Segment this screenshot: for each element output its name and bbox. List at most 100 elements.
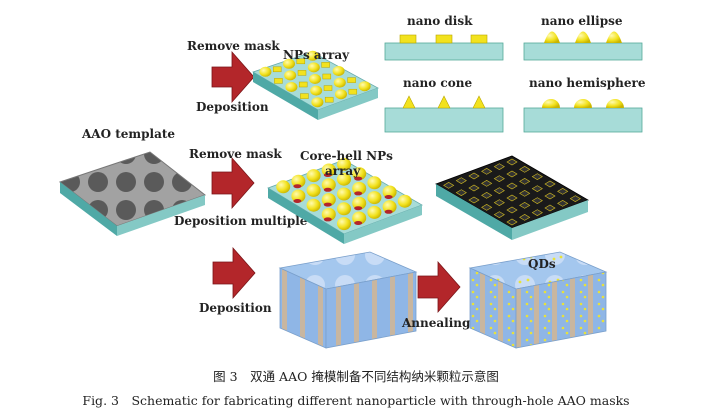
- mask-cell: [455, 189, 467, 197]
- mask-cell: [468, 196, 480, 204]
- core-shell-particle: [352, 181, 367, 195]
- mask-cell: [544, 180, 556, 188]
- gold-disk: [298, 81, 308, 88]
- core-shell-particle: [321, 193, 336, 207]
- arrow-remove-mask-middle: [211, 156, 255, 210]
- deposition-multiple-label: Deposition multiple: [174, 214, 308, 228]
- nano-disk-shape: [399, 34, 417, 44]
- gold-disk: [296, 58, 306, 65]
- remove-mask-label-middle: Remove mask: [189, 147, 282, 161]
- nano-cone-shape: [437, 95, 451, 109]
- nano-cone-shape: [472, 95, 486, 109]
- particle-core: [354, 176, 363, 181]
- deposition-label-top: Deposition: [196, 100, 269, 114]
- arrow-annealing: [417, 260, 461, 314]
- mask-cell: [557, 187, 569, 195]
- gold-nanoparticle: [284, 70, 297, 81]
- mask-cell: [506, 182, 518, 190]
- nano-ellipse-shape: [544, 31, 560, 43]
- mask-cell: [455, 177, 467, 185]
- mask-cell: [481, 191, 493, 199]
- aao-template-label: AAO template: [81, 127, 175, 141]
- core-shell-block: [267, 157, 423, 244]
- core-shell-particle: [306, 169, 321, 183]
- mask-cell: [443, 181, 455, 189]
- dark-mask-block: [435, 155, 589, 240]
- nano-hemisphere-shape: [606, 99, 624, 108]
- gold-nanoparticle: [307, 62, 320, 73]
- nano-hemisphere-shape: [542, 99, 560, 108]
- core-shell-particle: [352, 196, 367, 210]
- particle-core: [293, 184, 302, 189]
- mask-cell: [544, 192, 556, 200]
- core-shell-particle: [367, 176, 382, 190]
- particle-core: [323, 187, 332, 192]
- gold-nanoparticle: [332, 66, 345, 76]
- particle-core: [354, 191, 363, 196]
- nano-ellipse-shape: [575, 31, 591, 43]
- mask-cell: [493, 163, 505, 171]
- core-shell-particle: [352, 211, 367, 225]
- mask-cell: [506, 158, 518, 166]
- nano-cone-label: nano cone: [403, 76, 472, 90]
- gold-nanoparticle: [311, 97, 324, 108]
- nano-hemisphere-shape: [574, 99, 592, 108]
- gold-disk: [323, 85, 333, 91]
- gold-nanoparticle: [335, 89, 347, 100]
- gold-disk: [322, 73, 332, 80]
- core-shell-particle: [367, 205, 382, 219]
- particle-core: [384, 209, 393, 214]
- core-shell-particle: [291, 174, 306, 188]
- nps-array-label: NPs array: [283, 48, 350, 62]
- nano-disk-panel: [384, 34, 504, 61]
- remove-mask-label-top: Remove mask: [187, 39, 280, 53]
- particle-core: [323, 202, 332, 207]
- gold-disk: [321, 62, 330, 68]
- mask-cell: [493, 211, 505, 219]
- gold-disk: [274, 78, 283, 84]
- nano-ellipse-panel: [523, 31, 643, 61]
- gold-disk: [348, 88, 358, 95]
- core-shell-particle: [306, 198, 321, 212]
- gold-disk: [300, 93, 309, 99]
- nano-cone-shape: [402, 95, 416, 109]
- dark-mask-cells: [443, 158, 581, 226]
- nano-hemisphere-label: nano hemisphere: [529, 76, 646, 90]
- core-shell-particle: [337, 217, 351, 231]
- gold-disk: [324, 96, 334, 103]
- mask-cell: [481, 179, 493, 187]
- nano-cone-panel: [384, 95, 504, 133]
- mask-cell: [481, 203, 493, 211]
- core-shell-particle: [397, 194, 412, 208]
- core-shell-particle: [291, 189, 306, 203]
- particle-core: [323, 173, 332, 177]
- nano-disk-label: nano disk: [407, 14, 473, 28]
- mask-cell: [531, 209, 543, 217]
- core-shell-particle: [337, 202, 351, 216]
- core-shell-particle: [367, 191, 382, 205]
- gold-nanoparticle: [306, 50, 319, 61]
- gold-disk: [272, 66, 282, 73]
- mask-cell: [506, 218, 518, 226]
- core-shell-label-line1: Core-hell NPs: [300, 149, 393, 163]
- gold-nanoparticle: [310, 85, 323, 96]
- mask-cell: [531, 173, 543, 181]
- nano-disk-shape: [470, 34, 488, 44]
- mask-cell: [481, 167, 493, 175]
- nps-array-block: [252, 50, 379, 120]
- mask-cell: [519, 189, 531, 197]
- mask-cell: [519, 213, 531, 221]
- core-shell-particle: [382, 185, 397, 199]
- mask-cell: [506, 206, 518, 214]
- gold-nanoparticle: [309, 74, 321, 84]
- mask-cell: [544, 204, 556, 212]
- caption-english: Fig. 3 Schematic for fabricating differe…: [82, 393, 629, 408]
- aao-template-block: [58, 151, 207, 236]
- nano-hemisphere-panel: [523, 99, 643, 133]
- core-shell-particle: [321, 178, 336, 192]
- particle-core: [384, 195, 393, 199]
- mask-cell: [468, 172, 480, 180]
- mask-cell: [493, 187, 505, 195]
- core-shell-particle: [337, 157, 351, 171]
